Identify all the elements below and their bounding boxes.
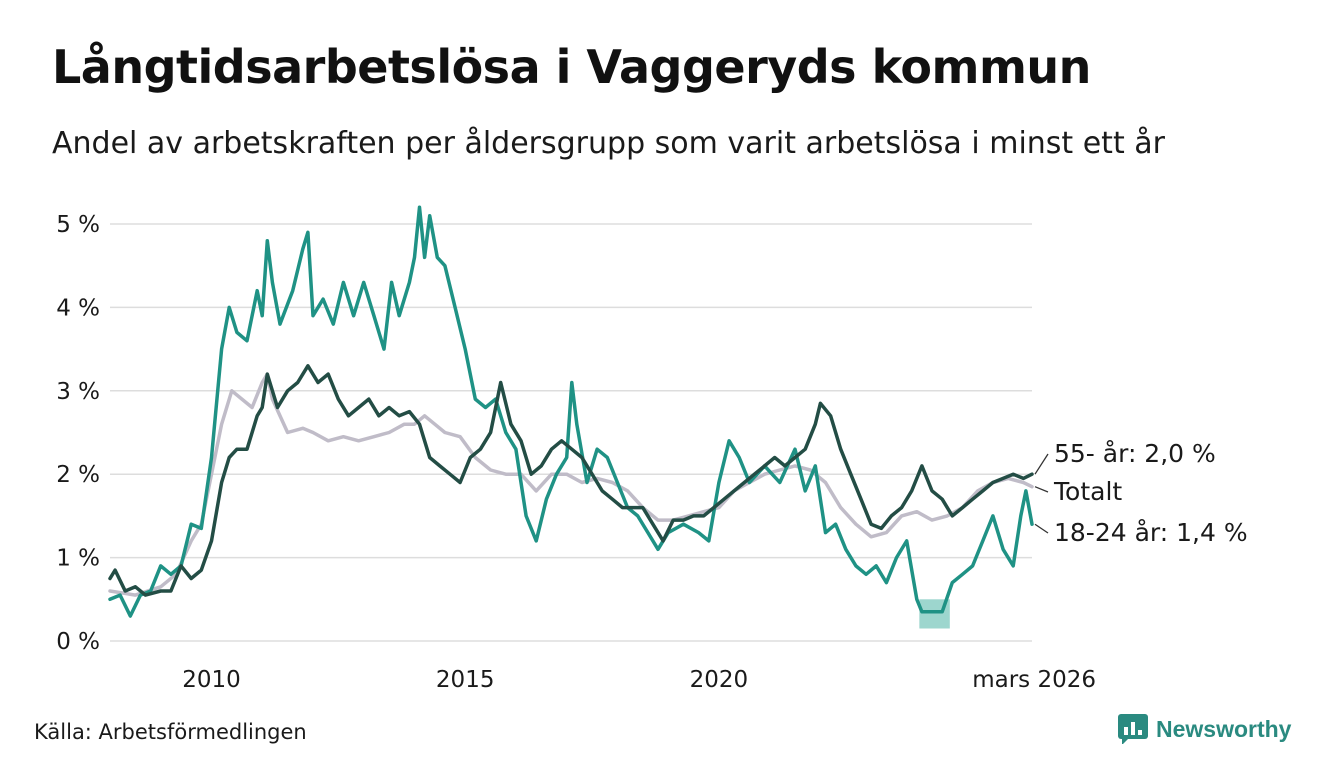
label-layer: 0 % 1 % 2 % 3 % 4 % 5 % 2010 2015 2020 mars 2026 T… bbox=[56, 212, 1247, 693]
series-line-youth bbox=[108, 205, 1034, 618]
y-tick-label: 5 % bbox=[56, 212, 100, 238]
end-label-leader-senior bbox=[1034, 453, 1049, 475]
x-tick-label: 2015 bbox=[436, 667, 495, 693]
end-label-senior: 55- år: 2,0 % bbox=[1054, 439, 1216, 468]
x-tick-label: mars 2026 bbox=[972, 667, 1096, 693]
chart-subtitle: Andel av arbetskraften per åldersgrupp s… bbox=[52, 126, 1165, 161]
series-line-senior bbox=[108, 364, 1034, 597]
x-tick-label: 2010 bbox=[182, 667, 241, 693]
chart-title: Långtidsarbetslösa i Vaggeryds kommun bbox=[52, 40, 1091, 94]
x-tick-label: 2020 bbox=[690, 667, 749, 693]
y-tick-label: 1 % bbox=[56, 546, 100, 572]
end-label-youth: 18-24 år: 1,4 % bbox=[1054, 518, 1248, 547]
end-label-leader-total bbox=[1034, 486, 1049, 493]
end-label-total: Totalt bbox=[1053, 477, 1122, 506]
brand-name: Newsworthy bbox=[1156, 715, 1292, 742]
y-tick-label: 4 % bbox=[56, 295, 100, 321]
brand-logo: Newsworthy bbox=[1118, 714, 1291, 744]
end-label-leader-youth bbox=[1034, 523, 1049, 534]
y-tick-label: 0 % bbox=[56, 629, 100, 655]
y-tick-label: 3 % bbox=[56, 379, 100, 405]
y-tick-label: 2 % bbox=[56, 462, 100, 488]
series-line-total bbox=[108, 372, 1034, 597]
gridlines bbox=[110, 223, 1032, 642]
newsworthy-logo-icon bbox=[1118, 714, 1148, 744]
series-layer bbox=[108, 205, 1034, 618]
source-note: Källa: Arbetsförmedlingen bbox=[34, 720, 307, 744]
